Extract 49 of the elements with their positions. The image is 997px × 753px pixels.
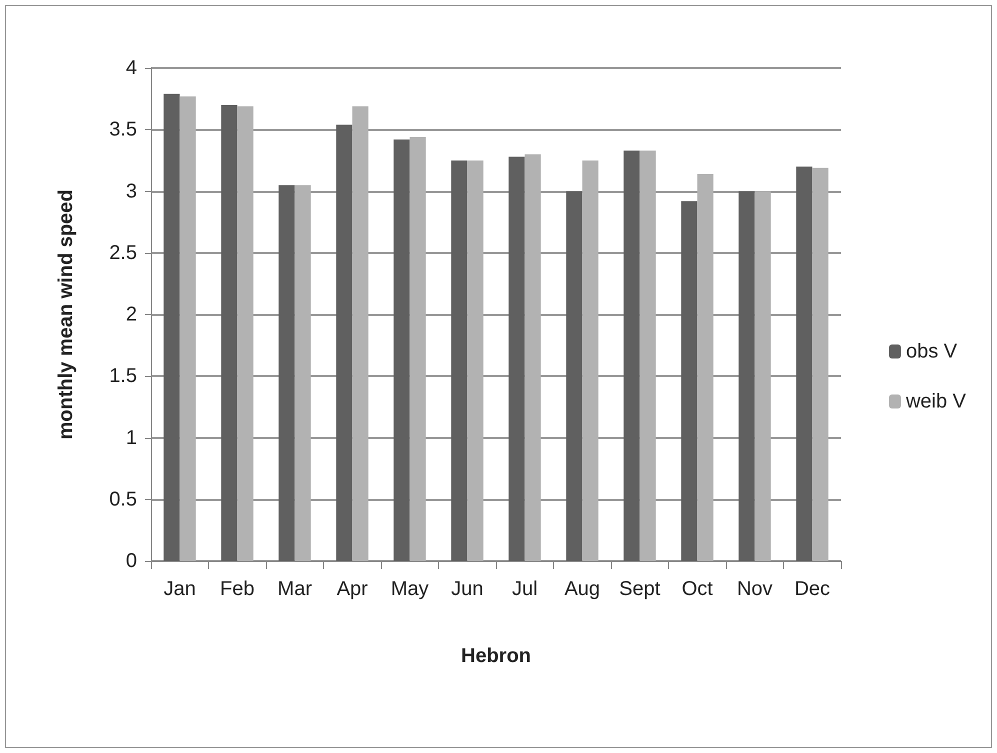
legend-label: weib V (904, 390, 967, 412)
x-tick-label: May (390, 578, 429, 600)
bar (237, 106, 254, 561)
y-tick-label: 0.5 (109, 488, 137, 510)
bar (394, 139, 410, 561)
y-tick-label: 1 (126, 426, 137, 449)
legend-label: obs V (906, 340, 958, 362)
bar (812, 168, 828, 561)
x-tick-label: Oct (682, 578, 714, 600)
x-tick-label: Nov (736, 578, 773, 600)
bar (582, 160, 598, 561)
y-tick-label: 0 (126, 550, 137, 572)
x-axis-title: Hebron (461, 645, 531, 667)
bar (640, 150, 656, 561)
bar (508, 156, 525, 561)
x-tick-label: Sept (619, 578, 661, 600)
x-tick-label: Jun (451, 578, 484, 600)
x-tick-label: Apr (336, 578, 368, 600)
x-tick-label: Feb (220, 578, 254, 600)
bar (697, 174, 714, 561)
bar (681, 201, 698, 561)
bar (164, 94, 180, 561)
y-tick-label: 2 (126, 304, 137, 326)
y-tick-label: 2.5 (109, 242, 137, 264)
y-tick-label: 3.5 (109, 118, 137, 141)
bar (738, 191, 755, 561)
bar (524, 154, 541, 561)
y-tick-label: 1.5 (109, 365, 137, 388)
x-tick-label: Jul (512, 578, 538, 600)
bar (754, 191, 771, 561)
bar (278, 185, 295, 561)
bar (221, 104, 238, 561)
x-tick-label: Jan (164, 578, 196, 600)
y-tick-label: 4 (126, 57, 137, 79)
x-tick-label: Aug (564, 578, 600, 600)
y-axis-title: monthly mean wind speed (55, 189, 77, 440)
bar (180, 96, 196, 561)
bar (336, 124, 352, 561)
x-tick-label: Dec (794, 578, 830, 600)
bar (294, 185, 311, 561)
y-tick-label: 3 (126, 180, 137, 202)
bar (410, 137, 426, 561)
bar (796, 166, 812, 561)
bar (624, 150, 640, 561)
bar (352, 106, 368, 561)
bar (467, 160, 484, 561)
bar (451, 160, 468, 561)
x-tick-label: Mar (278, 578, 312, 600)
bar (566, 191, 582, 561)
